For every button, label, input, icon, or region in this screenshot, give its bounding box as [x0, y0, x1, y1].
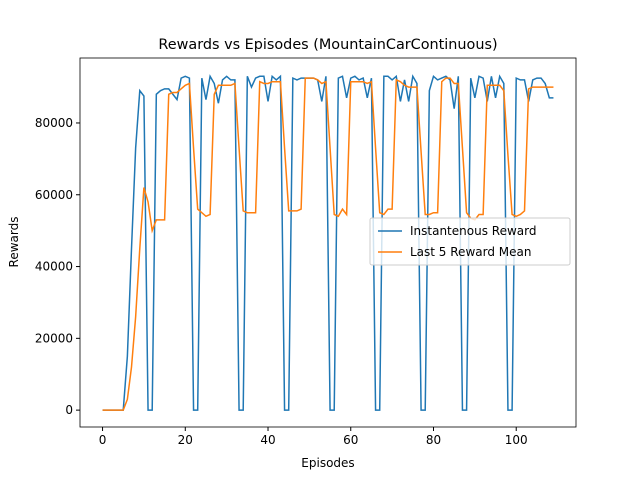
x-tick-label: 100: [505, 433, 528, 447]
y-axis-label: Rewards: [7, 217, 21, 268]
y-tick-label: 60000: [35, 188, 73, 202]
y-tick-label: 20000: [35, 331, 73, 345]
x-tick-label: 80: [426, 433, 441, 447]
chart-title: Rewards vs Episodes (MountainCarContinuo…: [158, 37, 497, 53]
legend-box: [369, 217, 571, 266]
y-tick-label: 80000: [35, 116, 73, 130]
y-tick-label: 40000: [35, 260, 73, 274]
x-tick-label: 20: [178, 433, 193, 447]
x-tick-label: 60: [343, 433, 358, 447]
y-tick-label: 0: [65, 403, 73, 417]
line-series: [102, 74, 554, 411]
x-tick-label: 40: [260, 433, 275, 447]
x-axis-label: Episodes: [301, 456, 354, 470]
line-series: [102, 77, 554, 411]
x-tick-label: 0: [99, 433, 107, 447]
legend-label: Instantenous Reward: [410, 224, 536, 238]
legend-label: Last 5 Reward Mean: [410, 245, 531, 259]
axes-frame: [79, 57, 577, 428]
